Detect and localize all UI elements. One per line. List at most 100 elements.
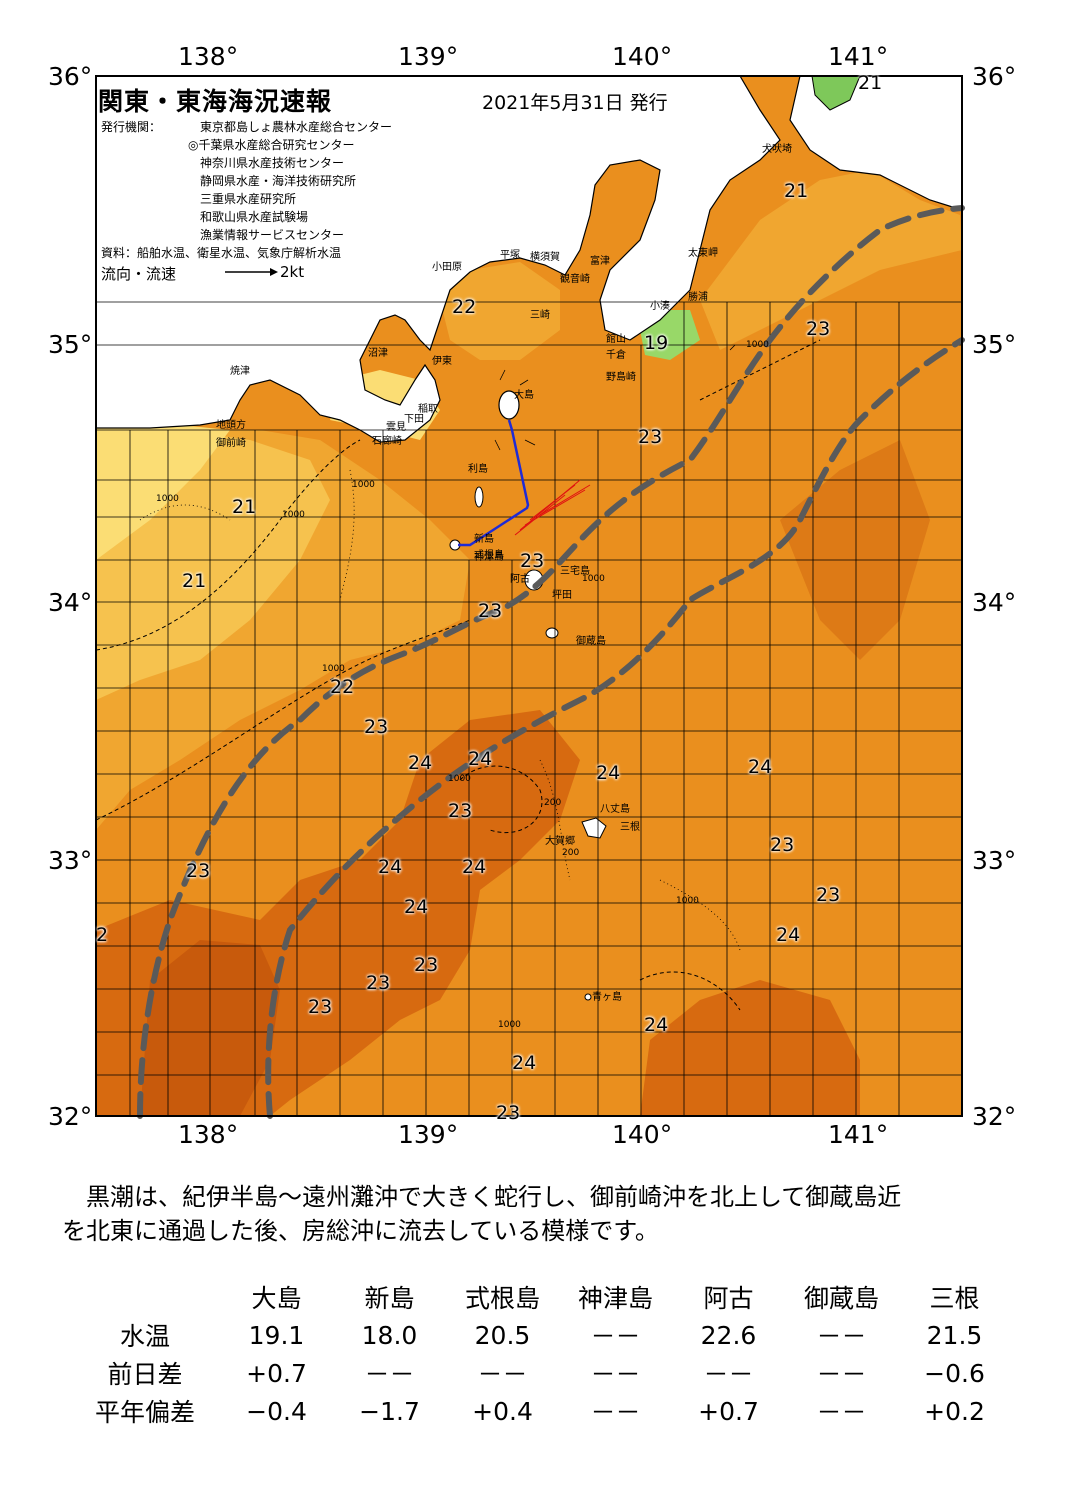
water-warm-east [780,440,930,660]
temperature-label: 23 [816,884,841,906]
island-hachijojima [581,817,607,839]
temperature-label: 23 [364,716,389,738]
lon-label-138-bottom: 138° [178,1120,239,1149]
table-cell: +0.7 [698,1396,759,1426]
lat-label-33-right: 33° [972,846,1017,875]
table-cell: －－ [364,1360,415,1389]
place-name-label: 観音崎 [560,274,590,285]
table-cell: －－ [590,1398,641,1427]
table-cell: +0.7 [246,1358,307,1388]
temperature-label: 24 [512,1052,537,1074]
place-name-label: 横須賀 [530,252,560,263]
place-name-label: 御前崎 [216,438,246,449]
agency-item: 東京都島しょ農林水産総合センター [200,120,393,134]
water-boso-north [700,170,962,350]
temperature-label: 23 [448,800,473,822]
table-cell: 20.5 [474,1320,531,1350]
temperature-label: 24 [378,856,403,878]
place-name-label: 大島 [514,390,534,401]
place-name-label: 阿古 [510,574,530,585]
temperature-label: 24 [596,762,621,784]
lon-label-141-top: 141° [828,42,889,71]
place-name-label: 焼津 [230,366,250,377]
depth-label: 1000 [322,664,345,674]
column-header: 神津島 [577,1284,653,1313]
place-name-label: 三根 [620,822,640,833]
place-name-label: 沼津 [368,348,388,359]
table-cell: 19.1 [248,1320,305,1350]
place-name-label: 新島 [474,534,494,545]
place-name-label: 神津島 [474,552,504,563]
depth-label: 1000 [582,574,605,584]
lat-label-34-left: 34° [48,588,93,617]
isotherms [95,339,821,1011]
depth-label: 200 [544,798,562,808]
column-header: 大島 [251,1284,302,1313]
place-name-label: 坪田 [552,590,572,601]
depth-label: 200 [562,848,580,858]
temperature-label: 23 [478,600,503,622]
place-name-label: 稲取 [418,404,438,415]
place-name-label: 雲見 [386,422,406,433]
temperature-label: 21 [784,180,809,202]
place-name-label: 富津 [590,256,610,267]
data-source: 資料：船舶水温、衛星水温、気象庁解析水温 [101,246,342,260]
table-cell: +0.4 [472,1396,533,1426]
temperature-label: 21 [232,496,257,518]
table-row: 前日差 +0.7 －－ －－ －－ －－ －－ −0.6 [70,1354,1011,1392]
table-cell: －－ [590,1322,641,1351]
lon-label-139-bottom: 139° [398,1120,459,1149]
place-name-label: 小田原 [432,262,462,273]
island-aogashima [584,993,592,1001]
place-name-label: 千倉 [606,350,626,361]
observation-table: 大島 新島 式根島 神津島 阿古 御蔵島 三根 水温 19.1 18.0 20.… [70,1278,1011,1430]
temperature-label: 23 [366,972,391,994]
water-20-zone [96,425,230,560]
depth-label: 1000 [448,774,471,784]
temperature-label: 24 [404,896,429,918]
table-cell: －－ [703,1360,754,1389]
table-cell: －－ [477,1360,528,1389]
temperature-label: 2 [96,924,109,946]
lat-label-36-left: 36° [48,62,93,91]
agency-item: 静岡県水産・海洋技術研究所 [200,174,357,188]
temperature-label: 24 [644,1014,669,1036]
place-name-label: 八丈島 [600,804,630,815]
lon-label-141-bottom: 141° [828,1120,889,1149]
table-cell: 21.5 [926,1320,983,1350]
lat-label-33-left: 33° [48,846,93,875]
temperature-label: 24 [776,924,801,946]
temperature-label: 24 [408,752,433,774]
lon-label-140-bottom: 140° [612,1120,673,1149]
lat-label-34-right: 34° [972,588,1017,617]
temperature-label: 24 [462,856,487,878]
water-sagami [440,262,560,360]
column-header: 阿古 [703,1284,754,1313]
island-oshima [498,390,520,420]
lon-label-140-top: 140° [612,42,673,71]
table-cell: +0.2 [924,1396,985,1426]
lat-label-32-right: 32° [972,1102,1017,1131]
depth-label: 1000 [676,896,699,906]
lat-label-32-left: 32° [48,1102,93,1131]
island-niijima [474,486,484,508]
lat-label-36-right: 36° [972,62,1017,91]
place-name-label: 式根島 [474,550,504,561]
blue-current-path [458,419,530,547]
table-cell: －－ [816,1398,867,1427]
depth-label: 1000 [352,480,375,490]
description-line: を北東に通過した後、房総沖に流去している模様です。 [62,1217,659,1245]
place-name-label: 太東岬 [688,248,718,259]
place-name-label: 利島 [468,464,488,475]
column-header: 三根 [929,1284,980,1313]
table-cell: －－ [816,1322,867,1351]
temperature-label: 23 [186,860,211,882]
map-svg [95,75,965,1119]
column-header: 新島 [364,1284,415,1313]
place-name-label: 勝浦 [688,292,708,303]
table-corner [70,1278,220,1316]
temperature-label: 19 [644,332,669,354]
table-row: 平年偏差 −0.4 −1.7 +0.4 －－ +0.7 －－ +0.2 [70,1392,1011,1430]
agency-item: ◎千葉県水産総合研究センター [188,138,355,152]
lon-label-139-top: 139° [398,42,459,71]
